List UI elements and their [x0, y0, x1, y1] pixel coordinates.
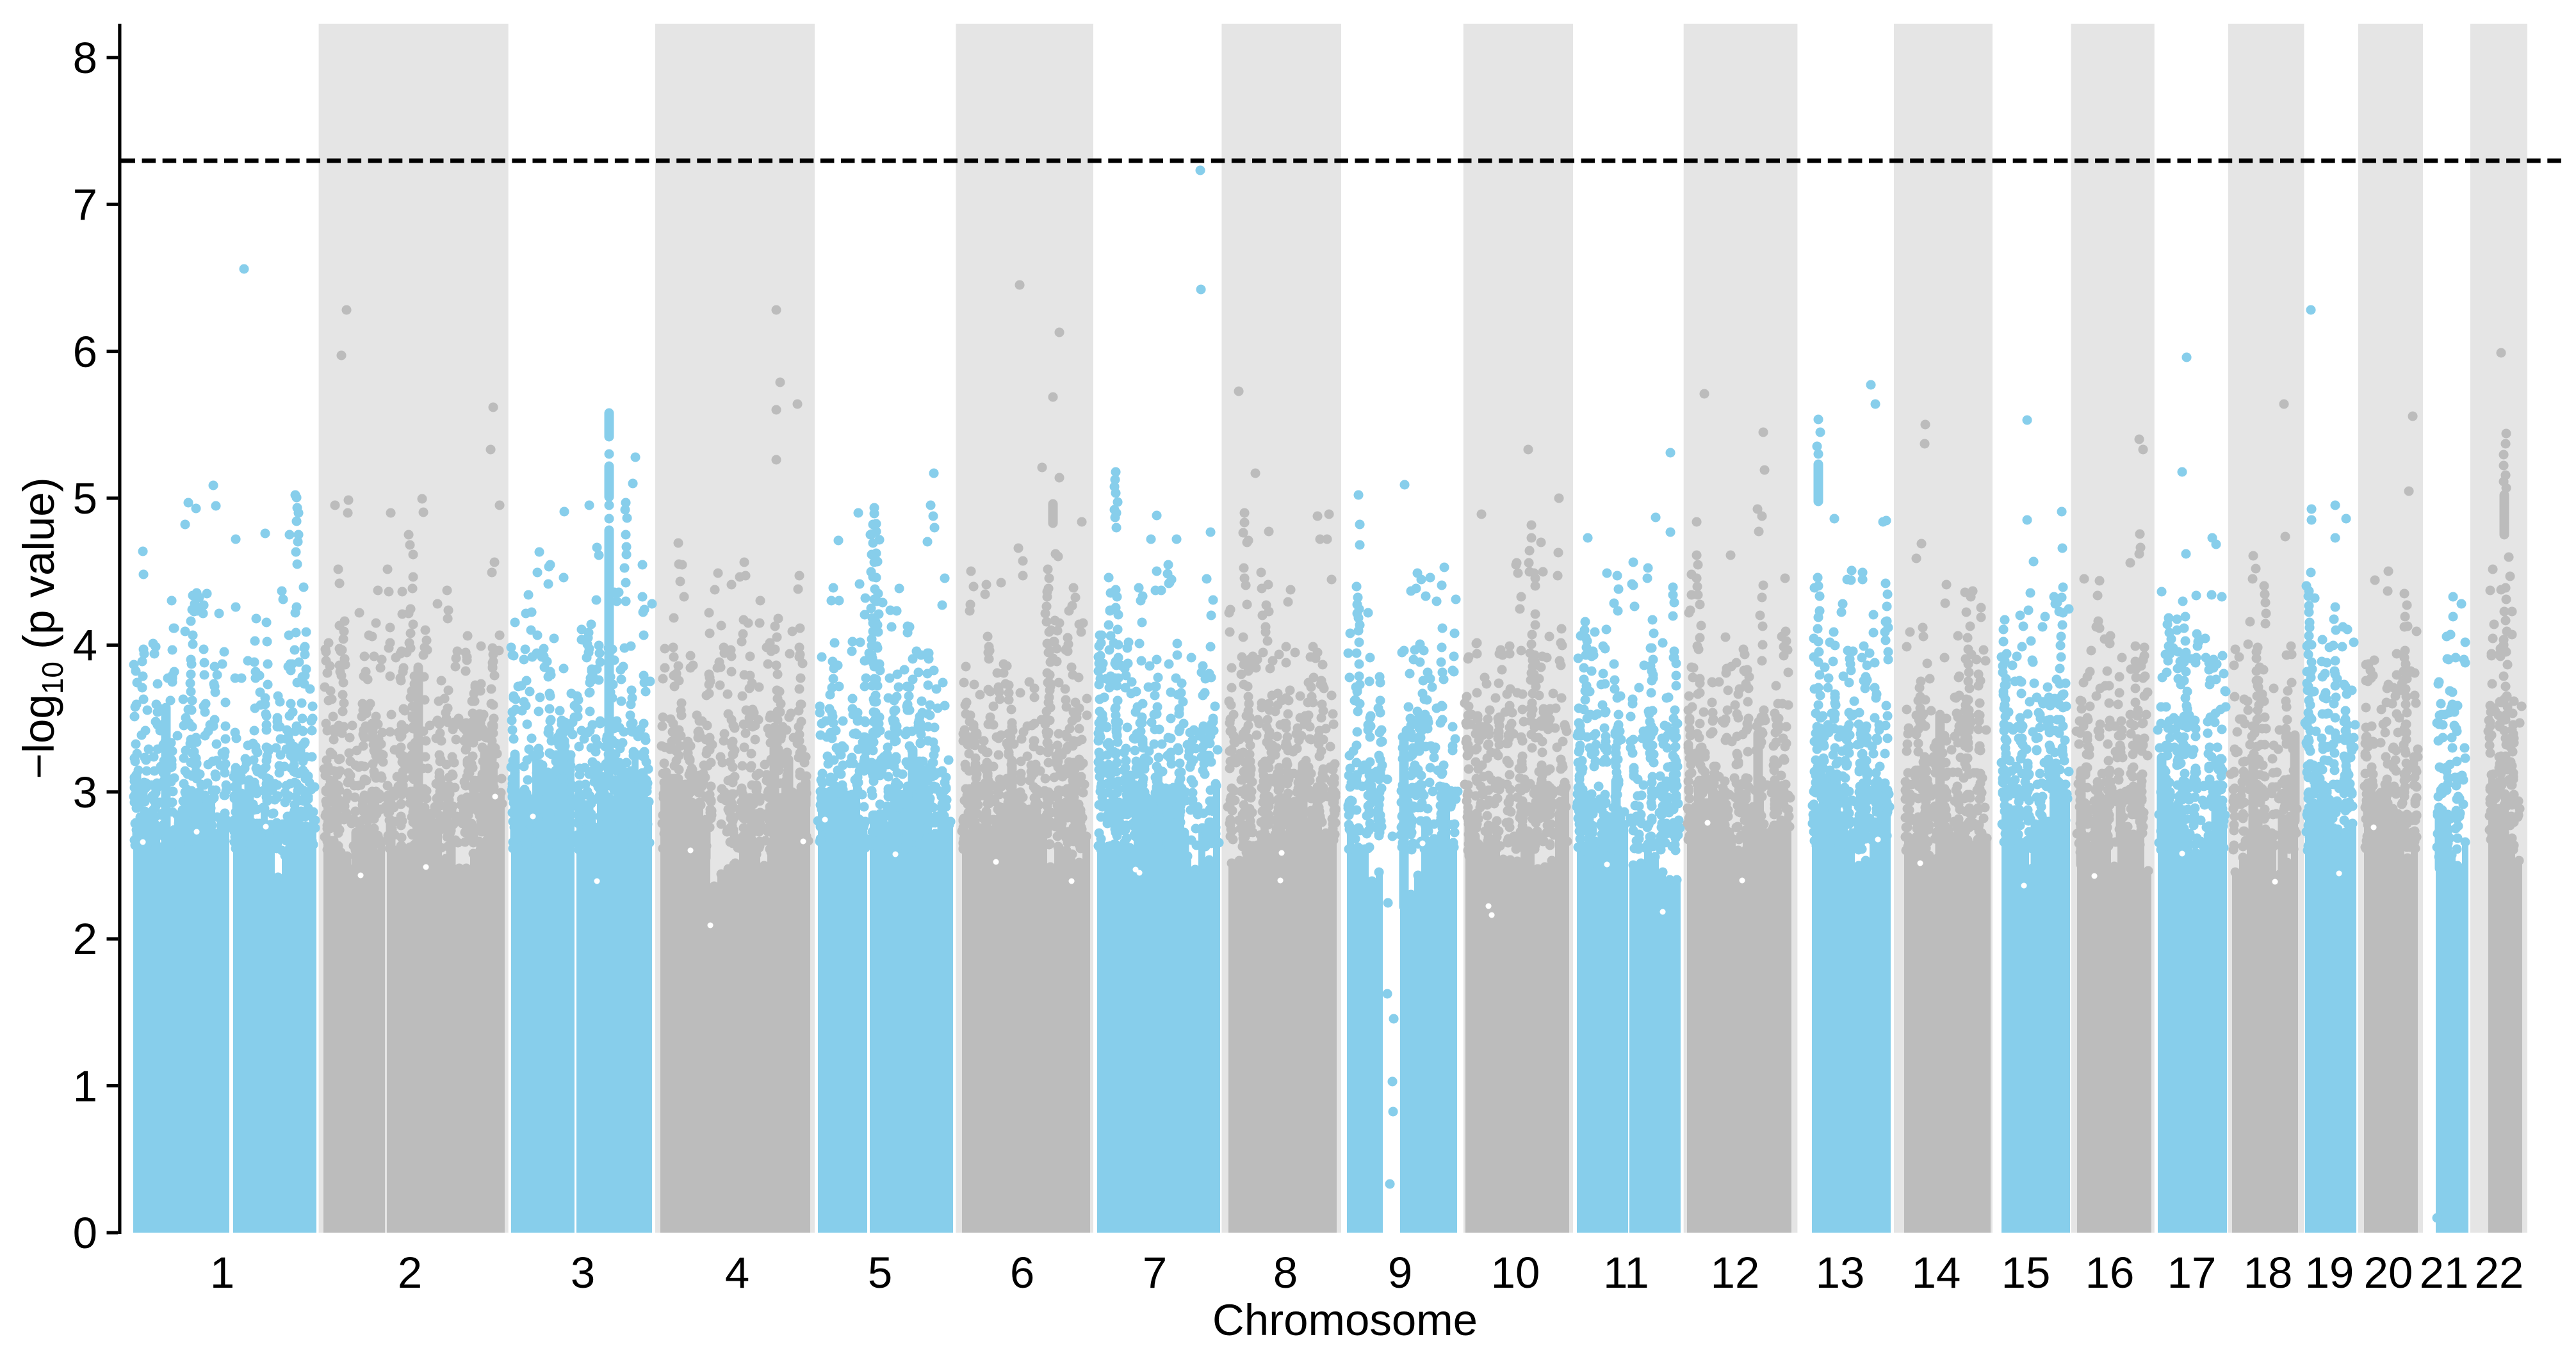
svg-text:5: 5	[73, 474, 97, 523]
svg-text:15: 15	[2001, 1248, 2051, 1297]
svg-text:6: 6	[73, 327, 97, 377]
svg-text:17: 17	[2167, 1248, 2217, 1297]
svg-text:16: 16	[2085, 1248, 2135, 1297]
svg-text:1: 1	[73, 1062, 97, 1111]
svg-text:Chromosome: Chromosome	[1212, 1295, 1478, 1345]
svg-text:0: 0	[73, 1208, 97, 1258]
svg-text:6: 6	[1010, 1248, 1034, 1297]
svg-text:3: 3	[571, 1248, 595, 1297]
svg-text:9: 9	[1388, 1248, 1412, 1297]
svg-text:14: 14	[1912, 1248, 1961, 1297]
svg-text:2: 2	[73, 914, 97, 964]
svg-text:19: 19	[2305, 1248, 2354, 1297]
svg-text:18: 18	[2244, 1248, 2293, 1297]
svg-text:11: 11	[1603, 1248, 1649, 1297]
svg-text:5: 5	[868, 1248, 892, 1297]
svg-text:4: 4	[725, 1248, 749, 1297]
svg-text:10: 10	[1491, 1248, 1540, 1297]
svg-text:12: 12	[1711, 1248, 1760, 1297]
svg-text:4: 4	[73, 620, 97, 670]
svg-text:22: 22	[2475, 1248, 2524, 1297]
svg-text:3: 3	[73, 768, 97, 817]
svg-text:2: 2	[398, 1248, 422, 1297]
svg-text:8: 8	[1273, 1248, 1298, 1297]
svg-text:−log10 (p value): −log10 (p value)	[14, 477, 69, 779]
svg-text:7: 7	[1143, 1248, 1167, 1297]
svg-text:8: 8	[73, 33, 97, 83]
svg-text:1: 1	[210, 1248, 234, 1297]
svg-text:7: 7	[73, 180, 97, 229]
svg-text:21: 21	[2420, 1248, 2469, 1297]
svg-text:13: 13	[1816, 1248, 1865, 1297]
svg-text:20: 20	[2364, 1248, 2413, 1297]
